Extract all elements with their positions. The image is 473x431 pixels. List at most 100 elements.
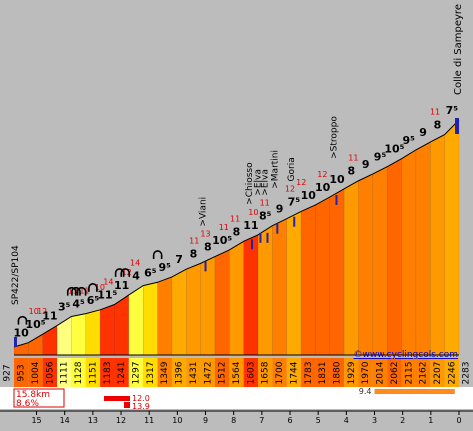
axis-tick-label: 5: [316, 416, 321, 425]
altitude-cell: [329, 358, 345, 387]
end-marker: [455, 118, 459, 134]
stats-panel: [0, 387, 473, 409]
grade-label: 10⁵: [212, 234, 232, 247]
axis-tick-label: 0: [456, 416, 461, 425]
axis-tick-label: 13: [88, 416, 98, 425]
altitude-cell: [28, 358, 43, 387]
altitude-table: 953 1004 1056 1111 1128 1151 1183 1241 1297 1317 1…: [3, 358, 472, 387]
hairpin-icon: [152, 250, 163, 259]
segment-area: [114, 294, 130, 356]
altitude-cell: [372, 358, 388, 387]
grade-label: 4: [132, 270, 140, 283]
segment-area: [329, 188, 345, 356]
grade-label: 8: [204, 241, 212, 254]
peak-grade-label: 12: [37, 307, 47, 316]
altitude-value: 1564: [232, 361, 242, 384]
place-marker: [335, 195, 338, 205]
altitude-value: 1396: [175, 361, 185, 384]
segment-area: [128, 285, 144, 356]
segment-area: [286, 211, 302, 356]
place-marker: [266, 232, 269, 243]
axis-tick-label: 4: [344, 416, 349, 425]
altitude-value: 1004: [31, 361, 41, 384]
hairpin-icon: [88, 283, 98, 292]
place-label: Goria: [287, 157, 297, 181]
peak-grade-label: 11: [189, 236, 199, 245]
altitude-cell: [415, 358, 431, 387]
altitude-value: 1658: [261, 361, 271, 384]
segment-area: [200, 256, 216, 356]
peak-grade-label: 12: [317, 170, 327, 179]
grade-label: 11: [243, 219, 258, 232]
segment-area: [257, 225, 273, 356]
segment-area: [243, 234, 259, 356]
grade-label: 11: [42, 310, 57, 323]
place-label: >Chiosso: [245, 162, 255, 205]
altitude-cell: [71, 358, 86, 387]
peak-grade-label: 10: [29, 307, 39, 316]
peak-grade-label: 13: [200, 230, 210, 239]
peak-grade-label: 12: [285, 184, 295, 193]
altitude-value: 2162: [419, 362, 429, 385]
hairpin-icon: [114, 268, 125, 277]
stats-distance: 15.8km: [16, 390, 50, 400]
end-altitude: 2283: [462, 362, 472, 385]
start-altitude: 927: [3, 364, 13, 381]
altitude-cell: [430, 358, 445, 387]
segment-area: [214, 249, 230, 356]
max-bar: [104, 396, 130, 401]
chart-titles: ©www.cyclingcols.com Colle di Sampeyre SP4…: [11, 4, 464, 360]
axis-tick-label: 11: [144, 416, 154, 425]
segment-area: [386, 158, 402, 356]
segment-area: [85, 309, 101, 356]
place-label: >Elva: [253, 169, 263, 196]
place-label: >Martini: [270, 150, 280, 189]
axis-tick-label: 6: [287, 416, 292, 425]
altitude-cell: [358, 358, 373, 387]
segment-area: [343, 180, 359, 356]
max-bar-value: 13.9: [132, 402, 150, 411]
altitude-value: 1297: [132, 362, 142, 385]
hairpin-icons: [17, 250, 163, 325]
grade-label: 6⁵: [144, 266, 157, 279]
grade-label: 10: [329, 173, 345, 186]
grade-label: 7: [175, 253, 183, 266]
axis-tick-label: 1: [428, 416, 433, 425]
axis-tick-label: 2: [400, 416, 405, 425]
grade-label: 8: [233, 225, 241, 238]
place-marker: [250, 239, 253, 250]
altitude-value: 1128: [74, 361, 84, 384]
segment-area: [28, 333, 43, 356]
grade-label: 11⁵: [97, 289, 117, 302]
grade-label: 8: [190, 247, 198, 260]
peak-grade-label: 10: [95, 283, 105, 292]
axis-tick-label: 8: [231, 416, 236, 425]
segment-area: [300, 204, 316, 356]
altitude-cell: [214, 358, 230, 387]
altitude-value: 1111: [60, 362, 70, 385]
altitude-cell: [315, 358, 330, 387]
altitude-cell: [272, 358, 287, 387]
segment-area: [401, 149, 417, 356]
segment-area: [71, 313, 87, 356]
max-bar: [124, 402, 130, 408]
peak-grade-label: 11: [219, 223, 229, 232]
altitude-cell: [401, 358, 416, 387]
altitude-value: 1929: [347, 361, 357, 384]
grade-label: 9: [419, 126, 427, 139]
segment-area: [171, 268, 187, 356]
altitude-cell: [42, 358, 58, 387]
peak-grade-label: 11: [348, 154, 358, 163]
altitude-cell: [258, 358, 273, 387]
altitude-value: 1512: [218, 362, 228, 385]
altitude-value: 2246: [447, 361, 457, 384]
segment-area: [272, 218, 287, 356]
place-labels: >Viani>Chiosso>Elva>Elva >Martini Goria>St…: [199, 116, 339, 272]
axis-tick-label: 7: [259, 416, 264, 425]
altitude-cell: [344, 358, 359, 387]
distance-axis: 15 14 13 12 11 10 9 8 7 6 5 4 3 2 1 0: [0, 410, 473, 425]
altitude-value: 1241: [117, 362, 127, 385]
